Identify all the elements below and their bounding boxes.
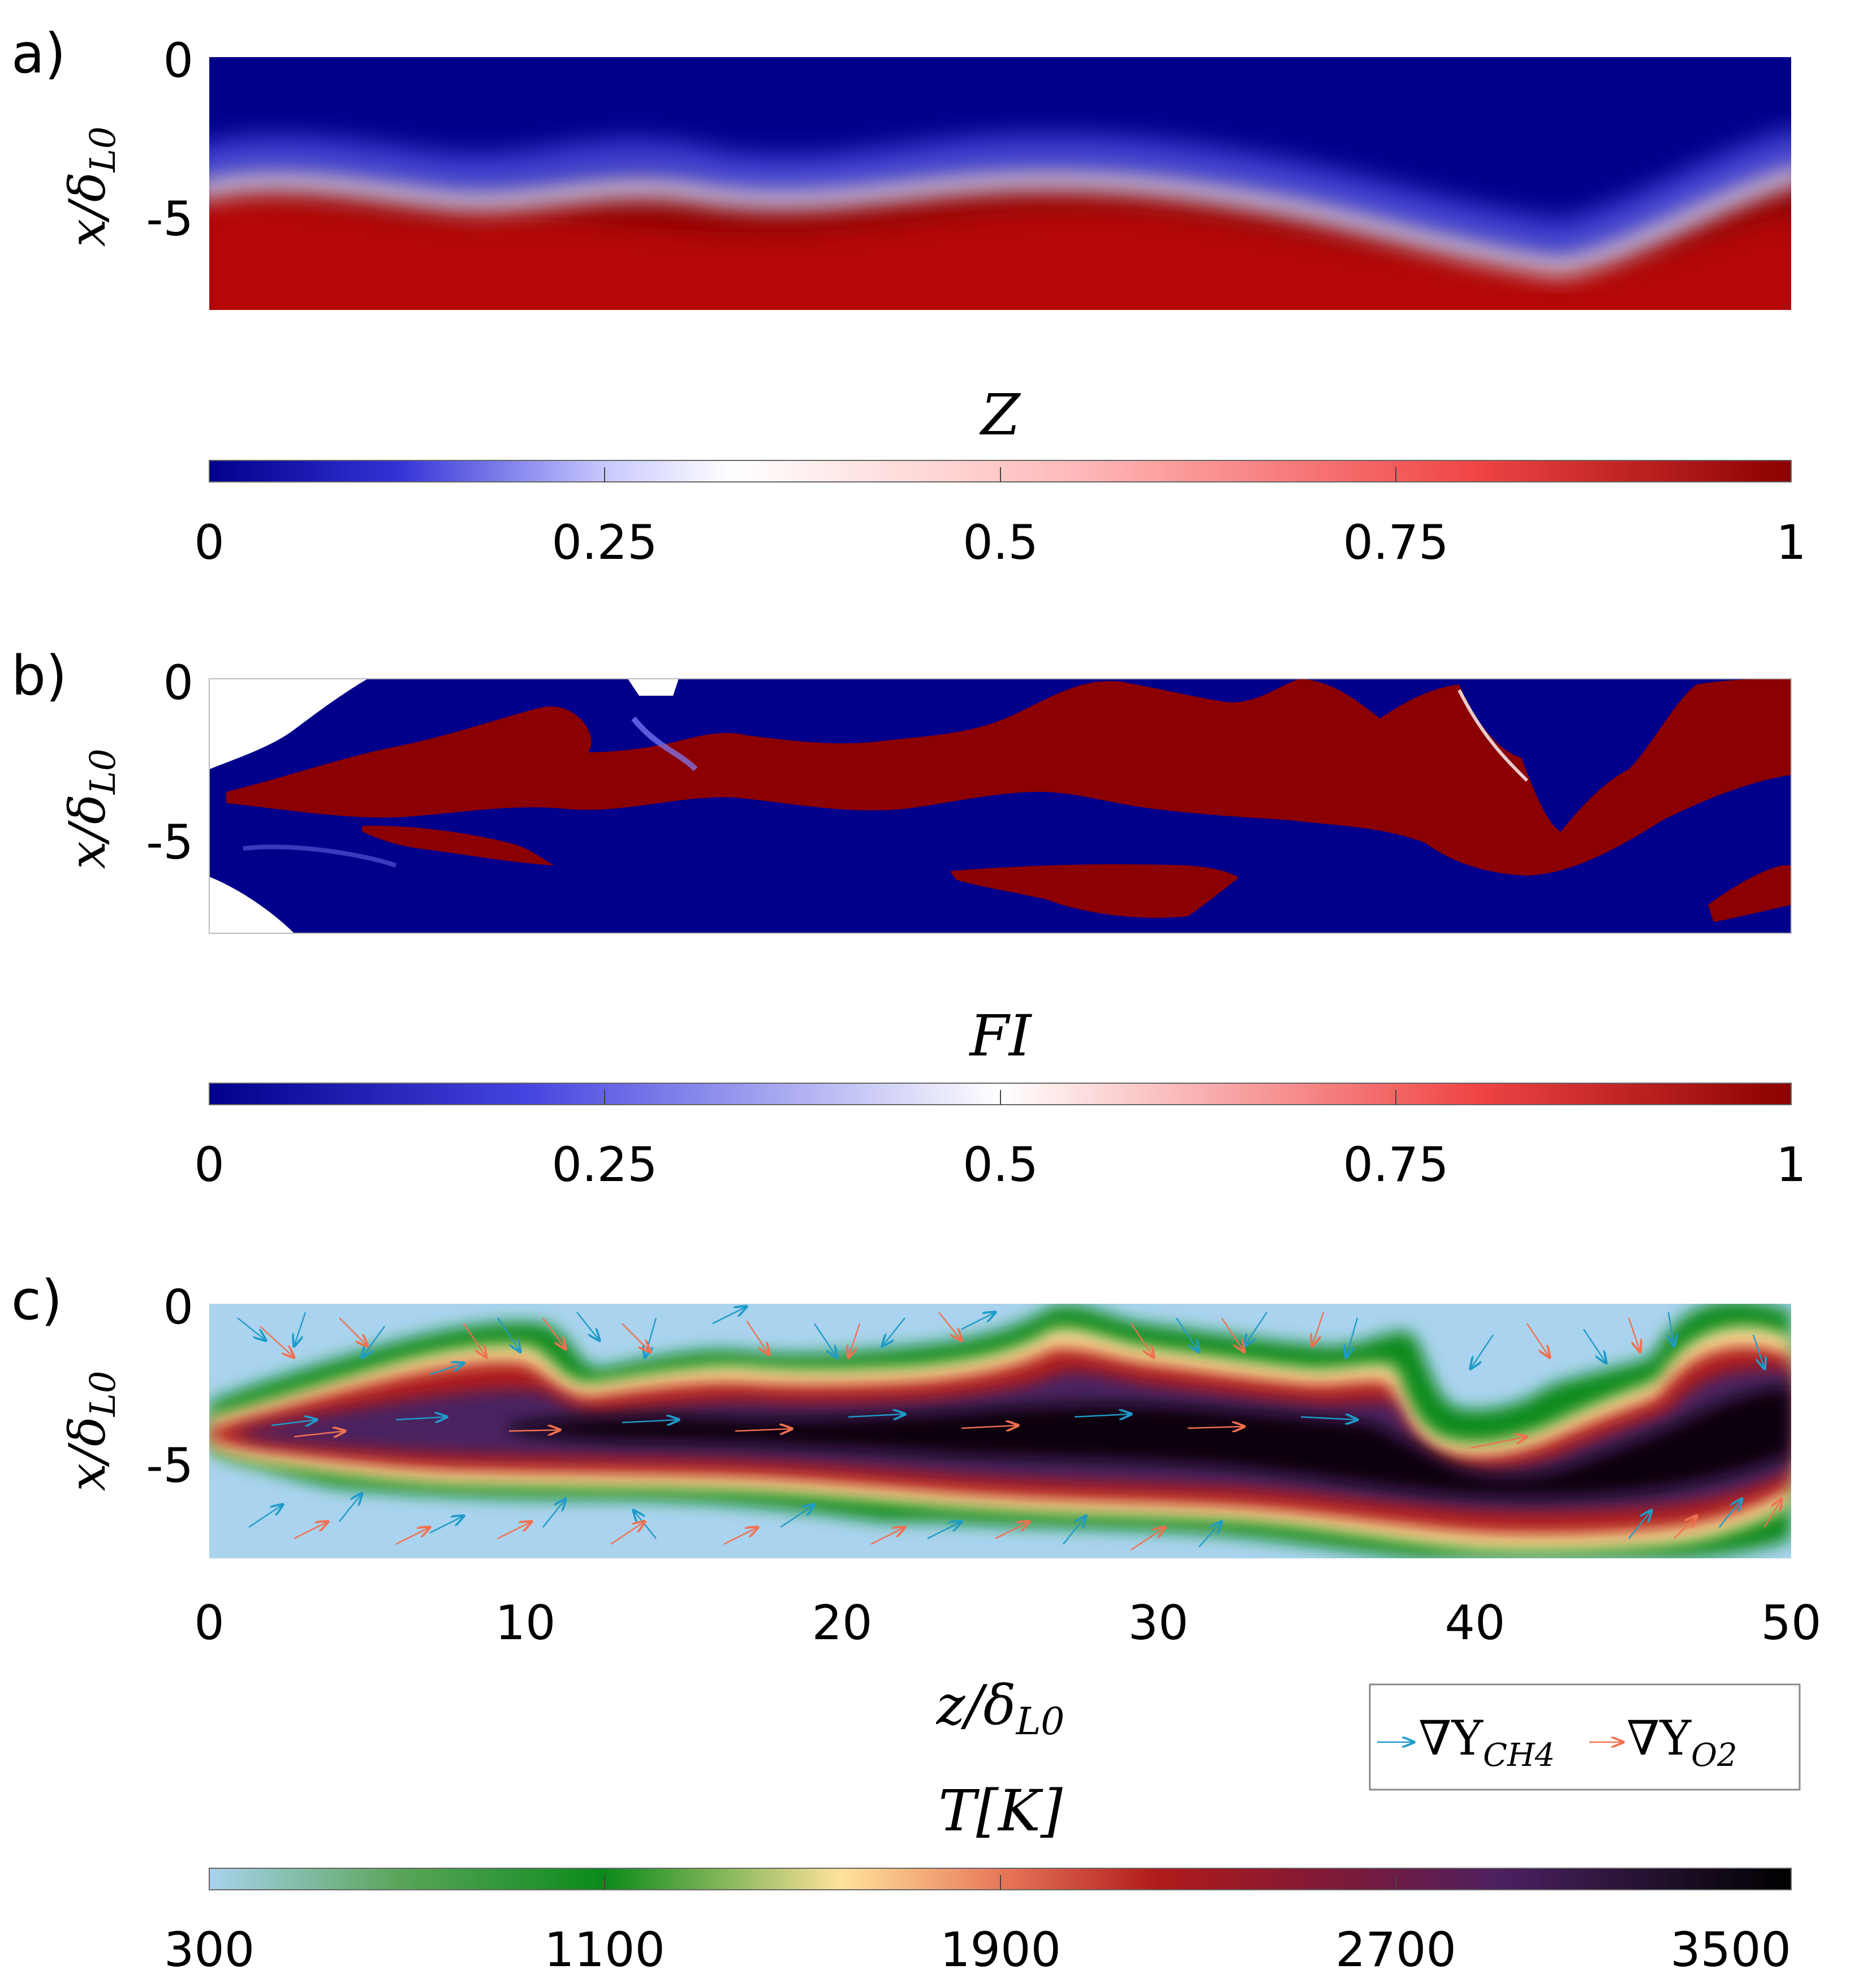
colorbar-c-label: T[K] [938,1778,1063,1844]
colorbar-c-tick: 2700 [1335,1922,1456,1977]
panel-a-ytick: 0 [163,33,193,88]
colorbar-c-tick: 3500 [1670,1922,1791,1977]
panel-c-ylabel: x/δL0 [58,1371,123,1492]
colorbar-c-tick: 300 [164,1922,255,1977]
panel-c-xtick: 20 [812,1595,873,1651]
quiver-legend: ∇YCH4 ∇YO2 [1369,1683,1801,1791]
panel-a-label: a) [11,22,66,85]
colorbar-a-tick: 0 [194,515,224,570]
panel-c-plot [209,1304,1791,1558]
colorbar-a-tick: 0.5 [963,515,1038,570]
panel-c-xtick: 0 [194,1595,224,1651]
panel-c-label: c) [11,1269,62,1332]
panel-a-axes: 0 -5 x/δL0 [58,33,193,247]
legend-ch4-label: ∇YCH4 [1418,1710,1555,1774]
panel-c-ytick: -5 [146,1438,193,1493]
quiver-o2 [260,1312,1782,1550]
colorbar-a-tick: 0.25 [551,515,657,570]
panel-c-xtick: 50 [1761,1595,1822,1651]
legend-entry-ch4: ∇YCH4 [1377,1710,1555,1774]
panel-b-colorbar: FI 0 0.25 0.5 0.75 1 [194,1003,1806,1192]
legend-entry-o2: ∇YO2 [1589,1710,1737,1774]
colorbar-a-tick: 1 [1776,515,1806,570]
panel-b-axes: 0 -5 x/δL0 [58,655,193,870]
panel-a-plot [209,57,1791,310]
colorbar-a-tick: 0.75 [1343,515,1448,570]
colorbar-c-tick: 1900 [940,1922,1061,1977]
panel-b-ylabel: x/δL0 [58,749,123,869]
colorbar-b-tick: 1 [1776,1137,1806,1192]
panel-c-xtick: 40 [1445,1595,1506,1651]
panel-c-xtick: 30 [1128,1595,1189,1651]
panel-a-colorbar: Z 0 0.25 0.5 0.75 1 [194,382,1806,570]
quiver-ch4 [237,1307,1765,1548]
panel-a-ylabel: x/δL0 [58,127,123,247]
panel-c-xlabel: z/δL0 [936,1674,1065,1743]
panel-b-plot [209,679,1791,933]
quiver-field [237,1307,1782,1550]
colorbar-a-label: Z [979,382,1021,448]
panel-c-xtick: 10 [495,1595,556,1651]
panel-c-colorbar: T[K] 300 1100 1900 2700 3500 [164,1778,1792,1977]
panel-a-ytick: -5 [146,191,193,247]
panel-c-ytick: 0 [163,1279,193,1335]
legend-o2-label: ∇YO2 [1627,1710,1737,1774]
colorbar-b-tick: 0 [194,1137,224,1192]
colorbar-c-tick: 1100 [544,1922,665,1977]
panel-b-label: b) [11,644,67,708]
colorbar-b-tick: 0.25 [551,1137,657,1192]
colorbar-b-tick: 0.75 [1343,1137,1448,1192]
panel-b-ytick: -5 [146,815,193,870]
colorbar-b-label: FI [969,1003,1033,1069]
panel-c-axes: 0 -5 x/δL0 0 10 20 30 40 50 z/δL0 [58,1279,1821,1743]
panel-b-ytick: 0 [163,655,193,710]
colorbar-b-tick: 0.5 [963,1137,1038,1192]
